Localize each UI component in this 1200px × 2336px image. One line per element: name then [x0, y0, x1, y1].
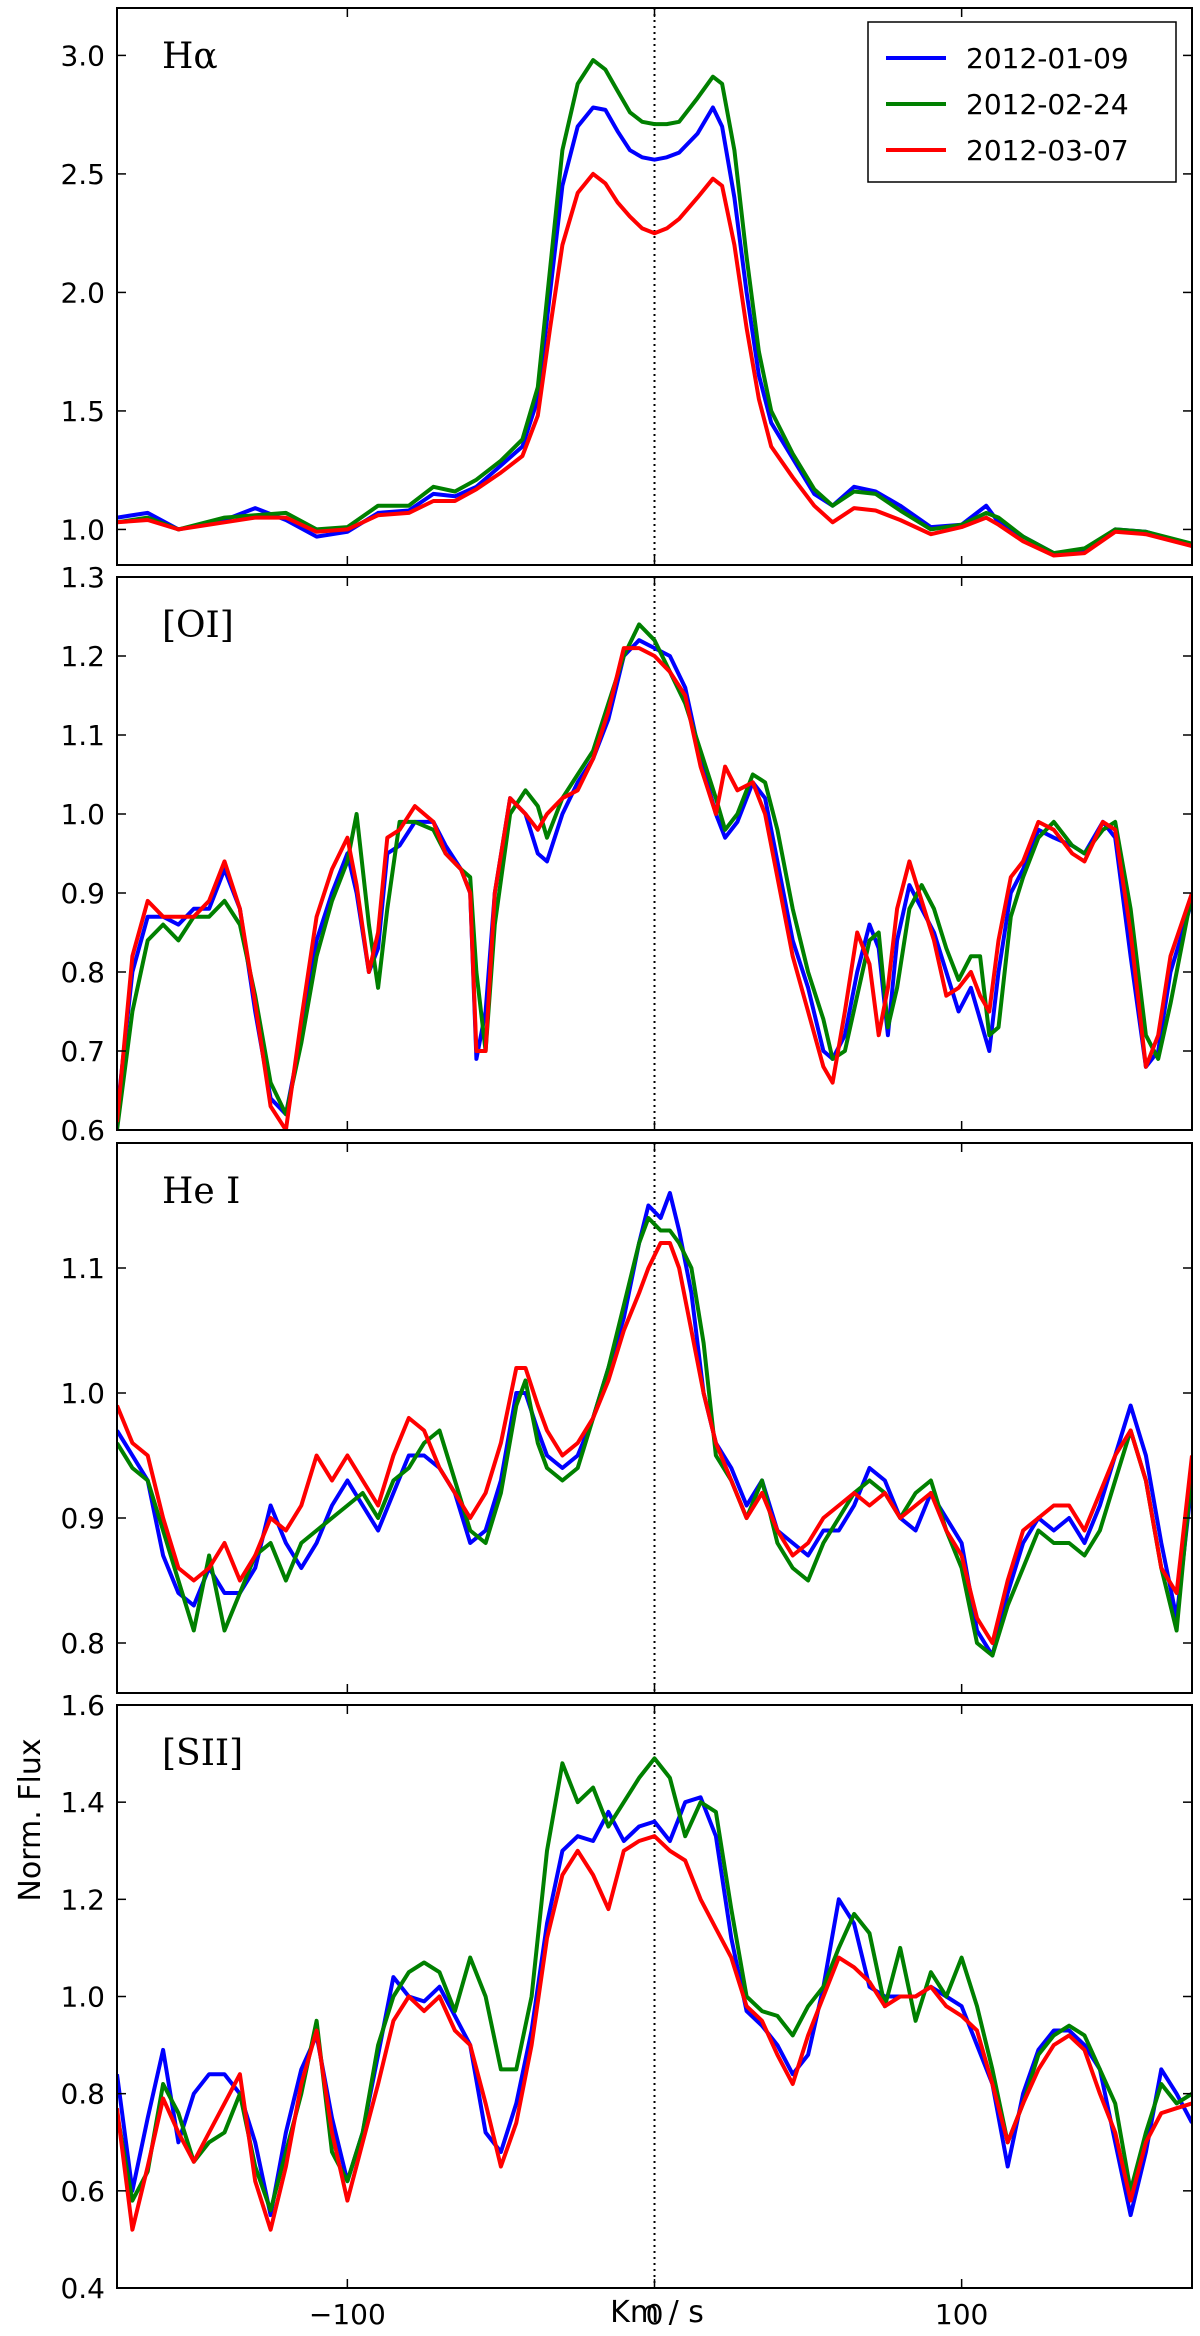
panel-4: 0.4 0.6 0.8 1.0 1.2 1.4 1.6 [SII] [60, 1689, 1193, 2305]
y-tick-label: 2.5 [60, 158, 105, 191]
x-tick-label: 0 [646, 2298, 664, 2331]
y-tick-label: 2.0 [60, 276, 105, 309]
series-line-2 [117, 1216, 1192, 1658]
panel-label: Hα [162, 36, 218, 77]
y-tick-label: 1.5 [60, 395, 105, 428]
y-tick-label: 1.2 [60, 640, 105, 673]
y-tick-label: 1.0 [60, 1377, 105, 1410]
panel-label: He I [162, 1171, 240, 1212]
x-tick-label: 100 [935, 2298, 988, 2331]
plot-frame [116, 7, 1193, 566]
plot-frame [116, 576, 1193, 1131]
y-tick-label: 1.3 [60, 561, 105, 594]
series-line-3 [117, 171, 1192, 558]
plot-frame [116, 1704, 1193, 2289]
y-tick-label: 1.6 [60, 1689, 105, 1722]
y-tick-label: 0.8 [60, 2078, 105, 2111]
y-axis-label: Norm. Flux [13, 1738, 48, 1901]
y-tick-label: 0.9 [60, 1502, 105, 1535]
y-tick-label: 1.1 [60, 1252, 105, 1285]
panel-label: [OI] [162, 605, 234, 646]
series-line-1 [117, 1191, 1192, 1658]
y-tick-label: 0.8 [60, 1627, 105, 1660]
panel-label: [SII] [162, 1733, 243, 1774]
y-tick-label: 1.1 [60, 719, 105, 752]
legend-entry-label: 2012-03-07 [966, 134, 1129, 167]
y-tick-label: 1.4 [60, 1786, 105, 1819]
y-tick-label: 1.0 [60, 798, 105, 831]
y-tick-label: 0.9 [60, 877, 105, 910]
series-line-3 [117, 646, 1192, 1130]
y-tick-label: 0.6 [60, 2175, 105, 2208]
y-tick-label: 3.0 [60, 39, 105, 72]
panel-3: 0.8 0.9 1.0 1.1 He I [60, 1142, 1193, 1694]
series-line-3 [117, 1834, 1192, 2232]
x-tick-label: −100 [309, 2298, 386, 2331]
panels: 1.0 1.5 2.0 2.5 3.0 Hα 0.6 0.7 0.8 0.9 1.0 1.1 1.2 1.… [60, 7, 1193, 2331]
legend: 2012-01-09 2012-02-24 2012-03-07 [867, 21, 1177, 183]
plot-frame [116, 1142, 1193, 1694]
panel-1: 1.0 1.5 2.0 2.5 3.0 Hα [60, 7, 1193, 566]
y-tick-label: 1.0 [60, 1981, 105, 2014]
series-line-1 [117, 638, 1192, 1117]
y-tick-label: 0.6 [60, 1114, 105, 1147]
panel-2: 0.6 0.7 0.8 0.9 1.0 1.1 1.2 1.3 [OI] [60, 561, 1193, 1147]
y-tick-label: 1.0 [60, 513, 105, 546]
y-tick-label: 1.2 [60, 1883, 105, 1916]
series-line-2 [117, 58, 1192, 556]
series-line-1 [117, 1795, 1192, 2218]
legend-entry-label: 2012-01-09 [966, 42, 1129, 75]
y-tick-label: 0.7 [60, 1035, 105, 1068]
y-tick-label: 0.4 [60, 2272, 105, 2305]
x-axis-label: Km / s [610, 2295, 704, 2330]
y-tick-label: 0.8 [60, 956, 105, 989]
legend-entry-label: 2012-02-24 [966, 88, 1129, 121]
series-line-3 [117, 1241, 1192, 1645]
